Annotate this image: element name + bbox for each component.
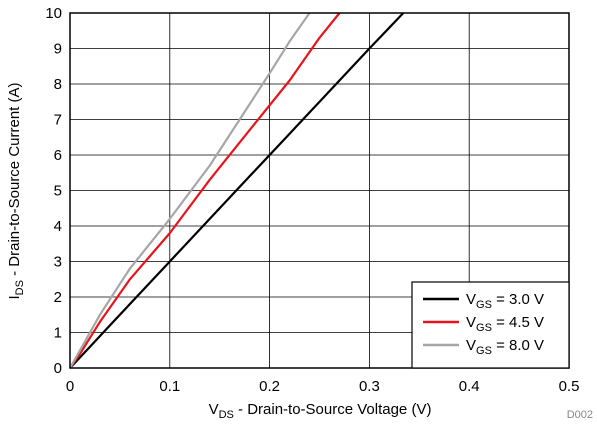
y-tick-label: 6 <box>54 147 62 164</box>
x-tick-label: 0.5 <box>559 378 580 395</box>
series-layer <box>69 12 405 369</box>
y-tick-label: 5 <box>54 183 62 200</box>
series-line-2 <box>69 12 341 369</box>
legend-label-3: VGS = 8.0 V <box>466 337 544 357</box>
y-tick-label: 9 <box>54 41 62 58</box>
y-axis-title: IDS - Drain-to-Source Current (A) <box>6 82 26 299</box>
x-tick-label: 0.4 <box>459 378 480 395</box>
series-line-3 <box>69 12 311 369</box>
legend: VGS = 3.0 V VGS = 4.5 V VGS = 8.0 V <box>411 281 570 369</box>
x-tick-labels: 0 0.1 0.2 0.3 0.4 0.5 <box>66 378 580 395</box>
plot-frame <box>69 12 570 369</box>
series-line-1 <box>69 12 405 369</box>
y-tick-label: 8 <box>54 76 62 93</box>
x-axis-title: VDS - Drain-to-Source Voltage (V) <box>209 401 432 421</box>
legend-box <box>411 281 570 369</box>
x-tick-label: 0.2 <box>259 378 280 395</box>
y-tick-label: 10 <box>45 5 62 22</box>
x-tick-label: 0.1 <box>159 378 180 395</box>
y-tick-label: 0 <box>54 360 62 377</box>
y-tick-label: 1 <box>54 325 62 342</box>
x-tick-label: 0.3 <box>359 378 380 395</box>
y-tick-label: 3 <box>54 254 62 271</box>
legend-label-2: VGS = 4.5 V <box>466 314 544 334</box>
y-tick-label: 4 <box>54 218 62 235</box>
figure-id: D002 <box>567 409 593 421</box>
x-tick-label: 0 <box>66 378 74 395</box>
y-tick-label: 2 <box>54 289 62 306</box>
y-tick-labels: 0 1 2 3 4 5 6 7 8 9 10 <box>45 5 62 377</box>
legend-label-1: VGS = 3.0 V <box>466 291 544 311</box>
y-tick-label: 7 <box>54 112 62 129</box>
